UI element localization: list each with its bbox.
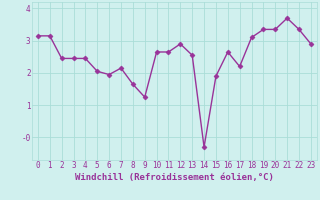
X-axis label: Windchill (Refroidissement éolien,°C): Windchill (Refroidissement éolien,°C) bbox=[75, 173, 274, 182]
